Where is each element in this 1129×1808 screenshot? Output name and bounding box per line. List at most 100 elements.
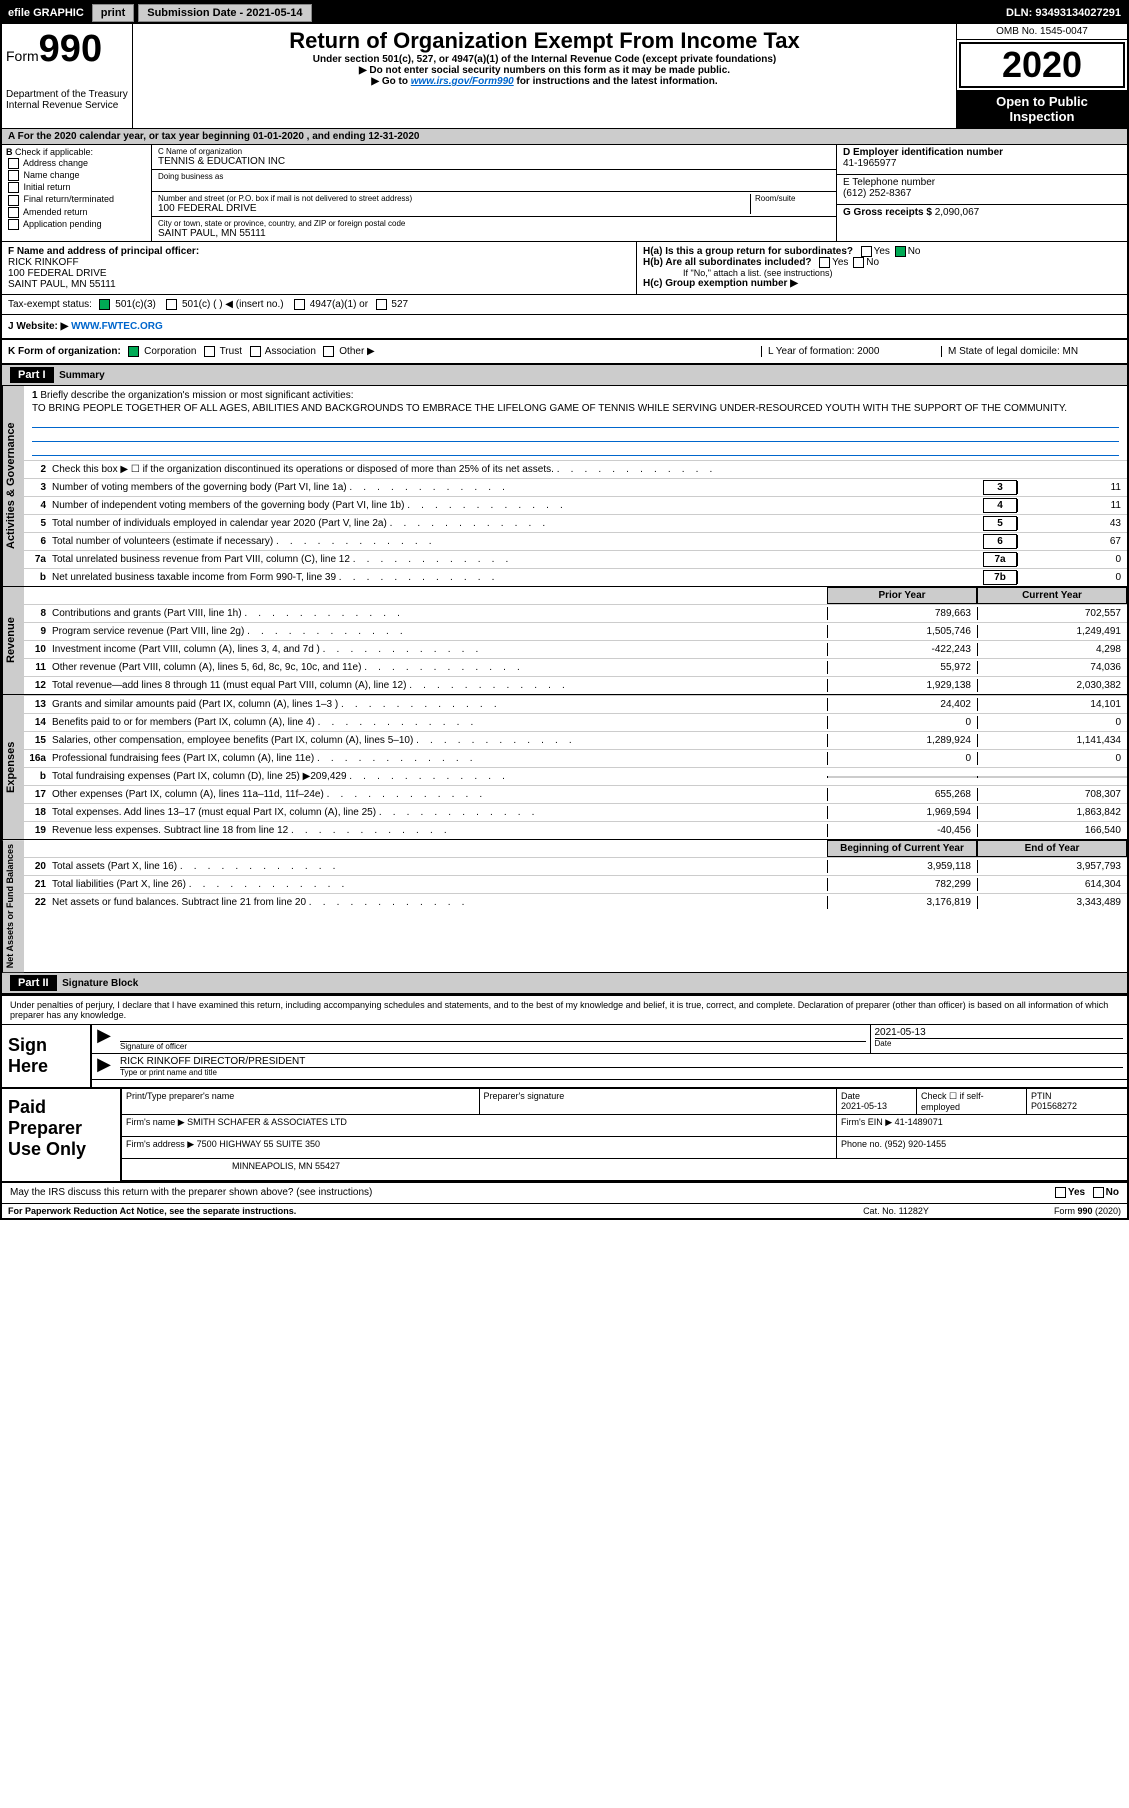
chk-name-change[interactable]: Name change — [6, 170, 147, 181]
city-state-zip: SAINT PAUL, MN 55111 — [158, 228, 830, 239]
line-20: 20Total assets (Part X, line 16)3,959,11… — [24, 857, 1127, 875]
hc-label: H(c) Group exemption number ▶ — [643, 278, 798, 289]
opt-trust: Trust — [220, 346, 242, 357]
subtitle-1: Under section 501(c), 527, or 4947(a)(1)… — [137, 54, 952, 65]
irs-link[interactable]: www.irs.gov/Form990 — [411, 76, 514, 87]
public-1: Open to Public — [961, 94, 1123, 109]
submission-date-button[interactable]: Submission Date - 2021-05-14 — [138, 4, 311, 22]
chk-address-change[interactable]: Address change — [6, 158, 147, 169]
line-11: 11Other revenue (Part VIII, column (A), … — [24, 658, 1127, 676]
chk-assoc[interactable] — [250, 346, 261, 357]
line-22: 22Net assets or fund balances. Subtract … — [24, 893, 1127, 911]
arrow-icon-2: ▶ — [92, 1054, 116, 1079]
officer-printed-name: RICK RINKOFF DIRECTOR/PRESIDENT — [120, 1056, 1123, 1067]
open-public: Open to Public Inspection — [957, 90, 1127, 128]
website-label: J Website: ▶ — [8, 321, 68, 332]
subtitle-2: ▶ Do not enter social security numbers o… — [137, 65, 952, 76]
chk-4947[interactable] — [294, 299, 305, 310]
form-label: Form — [6, 48, 39, 64]
gross-value: 2,090,067 — [935, 207, 980, 218]
part1-badge: Part I — [10, 367, 54, 383]
box-c: C Name of organization TENNIS & EDUCATIO… — [152, 145, 837, 241]
signature-intro: Under penalties of perjury, I declare th… — [2, 994, 1127, 1025]
chk-501c[interactable] — [166, 299, 177, 310]
printed-name-label: Type or print name and title — [120, 1067, 1123, 1077]
firm-ein-label: Firm's EIN ▶ — [841, 1117, 892, 1127]
arrow-icon: ▶ — [92, 1025, 116, 1053]
officer-label: F Name and address of principal officer: — [8, 246, 199, 257]
paid-preparer-label: Paid Preparer Use Only — [2, 1089, 122, 1181]
public-2: Inspection — [961, 109, 1123, 124]
dept-label: Department of the Treasury — [6, 89, 128, 100]
tax-exempt-row: Tax-exempt status: 501(c)(3) 501(c) ( ) … — [8, 299, 1121, 310]
print-button[interactable]: print — [92, 4, 134, 22]
firm-name: SMITH SCHAFER & ASSOCIATES LTD — [187, 1117, 347, 1127]
city-label: City or town, state or province, country… — [158, 219, 830, 228]
end-year-hdr: End of Year — [977, 840, 1127, 857]
website-link[interactable]: WWW.FWTEC.ORG — [71, 321, 163, 332]
opt-527: 527 — [391, 299, 408, 310]
sig-date-label: Date — [875, 1038, 1124, 1048]
prep-date-hdr: Date — [841, 1091, 860, 1101]
line-8: 8Contributions and grants (Part VIII, li… — [24, 604, 1127, 622]
opt-other: Other ▶ — [339, 346, 374, 357]
line-15: 15Salaries, other compensation, employee… — [24, 731, 1127, 749]
chk-527[interactable] — [376, 299, 387, 310]
dln-label: DLN: 93493134027291 — [1000, 7, 1127, 19]
sig-officer-label: Signature of officer — [120, 1041, 866, 1051]
line-14: 14Benefits paid to or for members (Part … — [24, 713, 1127, 731]
chk-pending[interactable]: Application pending — [6, 219, 147, 230]
tax-year: 2020 — [959, 42, 1125, 88]
line-19: 19Revenue less expenses. Subtract line 1… — [24, 821, 1127, 839]
prep-name-hdr: Print/Type preparer's name — [122, 1089, 480, 1114]
irs-discuss-q: May the IRS discuss this return with the… — [10, 1187, 372, 1198]
current-year-hdr: Current Year — [977, 587, 1127, 604]
line-9: 9Program service revenue (Part VIII, lin… — [24, 622, 1127, 640]
gross-label: G Gross receipts $ — [843, 207, 932, 218]
opt-assoc: Association — [265, 346, 316, 357]
website-row: J Website: ▶ WWW.FWTEC.ORG — [2, 315, 1127, 340]
chk-initial-return[interactable]: Initial return — [6, 182, 147, 193]
chk-trust[interactable] — [204, 346, 215, 357]
goto-pre: ▶ Go to — [371, 76, 410, 87]
org-name-label: C Name of organization — [158, 147, 830, 156]
irs-yes-chk[interactable] — [1055, 1187, 1066, 1198]
ptin-label: PTIN — [1031, 1091, 1052, 1101]
phone-label: E Telephone number — [843, 177, 1121, 188]
chk-amended[interactable]: Amended return — [6, 207, 147, 218]
efile-label: efile GRAPHIC — [2, 7, 90, 19]
irs-discuss-row: May the IRS discuss this return with the… — [2, 1183, 1127, 1203]
part1-header: Part I Summary — [2, 365, 1127, 386]
tab-net-assets: Net Assets or Fund Balances — [2, 840, 24, 972]
line-21: 21Total liabilities (Part X, line 26)782… — [24, 875, 1127, 893]
footer-left: For Paperwork Reduction Act Notice, see … — [8, 1206, 296, 1216]
irs-yes: Yes — [1068, 1188, 1085, 1199]
hb-yes: Yes — [832, 257, 848, 268]
box-b-label: Check if applicable: — [15, 147, 93, 157]
firm-phone: (952) 920-1455 — [885, 1139, 947, 1149]
mission-label: Briefly describe the organization's miss… — [40, 390, 353, 401]
chk-501c3[interactable] — [99, 299, 110, 310]
line-6: 6Total number of volunteers (estimate if… — [24, 532, 1127, 550]
ptin-value: P01568272 — [1031, 1101, 1077, 1111]
line-13: 13Grants and similar amounts paid (Part … — [24, 695, 1127, 713]
line-4: 4Number of independent voting members of… — [24, 496, 1127, 514]
irs-no-chk[interactable] — [1093, 1187, 1104, 1198]
state-domicile: M State of legal domicile: MN — [941, 346, 1121, 357]
officer-addr2: SAINT PAUL, MN 55111 — [8, 279, 630, 290]
chk-final-return[interactable]: Final return/terminated — [6, 194, 147, 205]
firm-addr1: 7500 HIGHWAY 55 SUITE 350 — [197, 1139, 320, 1149]
chk-other[interactable] — [323, 346, 334, 357]
form-990: 990 — [39, 28, 102, 70]
opt-501c3: 501(c)(3) — [115, 299, 156, 310]
net-header: Beginning of Current Year End of Year — [24, 840, 1127, 857]
chk-corp[interactable] — [128, 346, 139, 357]
org-name: TENNIS & EDUCATION INC — [158, 156, 830, 167]
firm-ein: 41-1489071 — [895, 1117, 943, 1127]
line-17: 17Other expenses (Part IX, column (A), l… — [24, 785, 1127, 803]
street-address: 100 FEDERAL DRIVE — [158, 203, 750, 214]
korg-label: K Form of organization: — [8, 346, 121, 357]
opt-501c: 501(c) ( ) ◀ (insert no.) — [182, 299, 284, 310]
year-header: Prior Year Current Year — [24, 587, 1127, 604]
sign-here-label: Sign Here — [2, 1025, 92, 1087]
